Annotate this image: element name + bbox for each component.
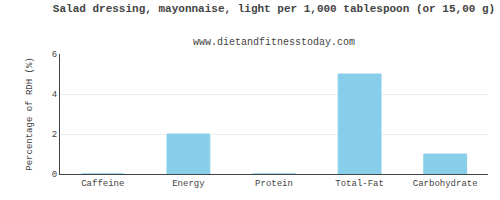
svg-text:www.dietandfitnesstoday.com: www.dietandfitnesstoday.com bbox=[193, 37, 355, 48]
svg-text:4: 4 bbox=[52, 90, 57, 100]
svg-text:0: 0 bbox=[52, 170, 57, 180]
svg-text:Percentage of RDH (%): Percentage of RDH (%) bbox=[25, 57, 35, 170]
svg-text:6: 6 bbox=[52, 50, 57, 60]
svg-text:Caffeine: Caffeine bbox=[81, 179, 124, 189]
svg-text:Total-Fat: Total-Fat bbox=[335, 179, 384, 189]
svg-text:Salad dressing, mayonnaise, li: Salad dressing, mayonnaise, light per 1,… bbox=[53, 3, 495, 15]
svg-text:Energy: Energy bbox=[172, 179, 205, 189]
svg-text:2: 2 bbox=[52, 130, 57, 140]
svg-text:Protein: Protein bbox=[255, 179, 293, 189]
svg-text:Carbohydrate: Carbohydrate bbox=[413, 179, 478, 189]
